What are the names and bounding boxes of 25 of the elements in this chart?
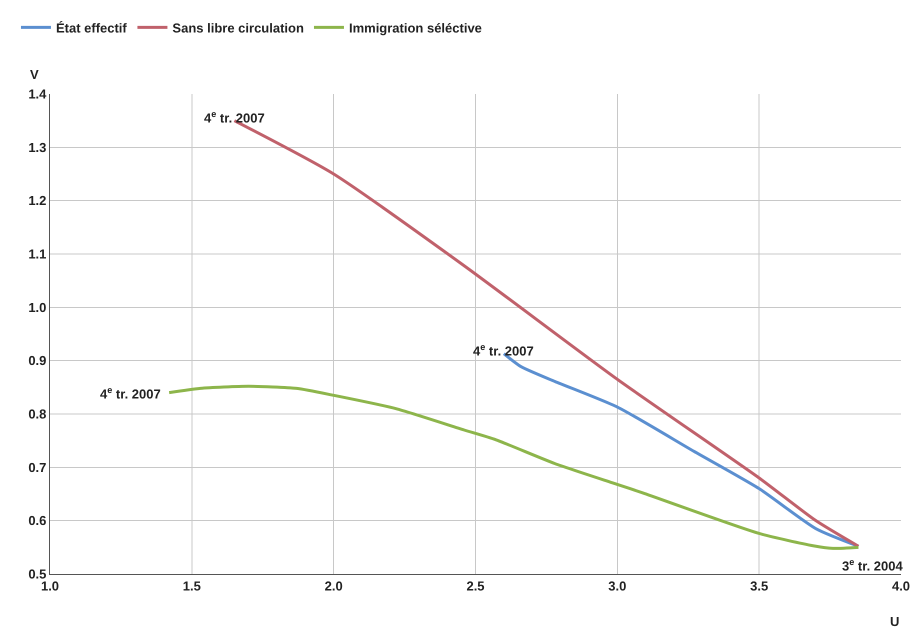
x-tick-label: 1.5 xyxy=(182,578,201,594)
y-tick-label: 0.6 xyxy=(28,513,46,528)
annotation: 4$^{e}$ tr. 2007 xyxy=(100,385,161,402)
y-tick-label: 0.9 xyxy=(28,353,46,368)
legend-label: Immigration séléctive xyxy=(348,20,482,36)
line-series xyxy=(168,384,860,550)
x-tick-label: 4.0 xyxy=(892,578,910,594)
y-tick-label: 0.7 xyxy=(28,460,46,475)
y-tick-label: 1.1 xyxy=(28,246,46,262)
x-tick-label: 3.0 xyxy=(608,578,626,594)
x-axis-title: U xyxy=(890,614,900,629)
y-tick-label: 1.0 xyxy=(28,300,46,315)
annotation: 4$^{e}$ tr. 2007 xyxy=(473,342,534,358)
y-axis-title: V xyxy=(30,67,39,82)
x-tick-label: 3.5 xyxy=(750,578,768,594)
x-tick-label: 2.5 xyxy=(466,578,485,594)
y-tick-label: 0.8 xyxy=(28,406,46,422)
annotation: 3$^{e}$ tr. 2004 xyxy=(842,557,904,574)
annotation: 4$^{e}$ tr. 2007 xyxy=(204,109,265,126)
y-tick-label: 1.2 xyxy=(28,193,46,208)
legend-label: Sans libre circulation xyxy=(172,20,304,36)
legend-label: État effectif xyxy=(56,20,128,36)
x-tick-label: 2.0 xyxy=(324,578,343,594)
y-tick-label: 1.4 xyxy=(28,86,48,102)
y-tick-label: 1.3 xyxy=(28,140,46,155)
